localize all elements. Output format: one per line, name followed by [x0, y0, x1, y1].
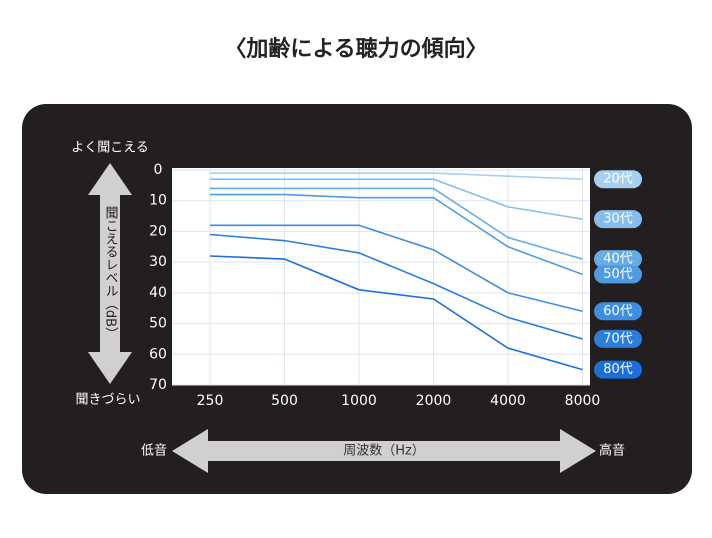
series-line: [209, 255, 583, 371]
y-top-label: よく聞こえる: [71, 141, 149, 156]
y-arrow: [88, 163, 132, 384]
series-line: [210, 172, 583, 181]
y-tick-label: 10: [149, 193, 167, 209]
series-line: [210, 187, 583, 260]
x-low-label: 低音: [141, 443, 167, 459]
x-high-label: 高音: [599, 443, 625, 459]
legend-swatch: [594, 265, 642, 284]
legend-label: 50代: [603, 267, 633, 282]
x-tick-label: 1000: [341, 393, 377, 409]
x-axis-label: 周波数（Hz）: [343, 444, 425, 459]
y-bottom-label: 聞きづらい: [75, 393, 140, 408]
y-tick-label: 20: [149, 223, 167, 239]
legend-swatch: [594, 360, 642, 379]
series-line: [209, 233, 583, 340]
x-tick-label: 500: [271, 393, 298, 409]
legend-swatch: [594, 302, 642, 321]
y-tick-label: 70: [149, 377, 167, 393]
legend-swatch: [594, 250, 642, 269]
x-arrow: [172, 429, 596, 473]
x-tick-label: 2000: [416, 393, 452, 409]
x-tick-label: 8000: [565, 393, 601, 409]
legend-swatch: [594, 210, 642, 229]
chart-title: 〈加齢による聴力の傾向〉: [224, 36, 487, 62]
legend-label: 70代: [603, 331, 633, 346]
plot-area: [172, 168, 590, 385]
legend-label: 30代: [603, 212, 633, 227]
y-tick-label: 50: [149, 316, 167, 332]
x-tick-label: 250: [197, 393, 224, 409]
y-tick-label: 30: [149, 254, 167, 270]
y-tick-label: 40: [149, 285, 167, 301]
legend-label: 60代: [603, 304, 633, 319]
series-line: [210, 224, 583, 313]
legend-swatch: [594, 170, 642, 189]
series-line: [210, 193, 583, 276]
legend-label: 20代: [603, 172, 633, 187]
y-tick-label: 60: [149, 346, 167, 362]
series-line: [210, 178, 583, 220]
legend-swatch: [594, 329, 642, 348]
y-axis-label: 聞こえるレベル（dB）: [103, 206, 119, 340]
y-tick-label: 0: [154, 162, 163, 178]
legend-label: 80代: [603, 362, 633, 377]
x-tick-label: 4000: [490, 393, 526, 409]
legend-label: 40代: [603, 252, 633, 267]
